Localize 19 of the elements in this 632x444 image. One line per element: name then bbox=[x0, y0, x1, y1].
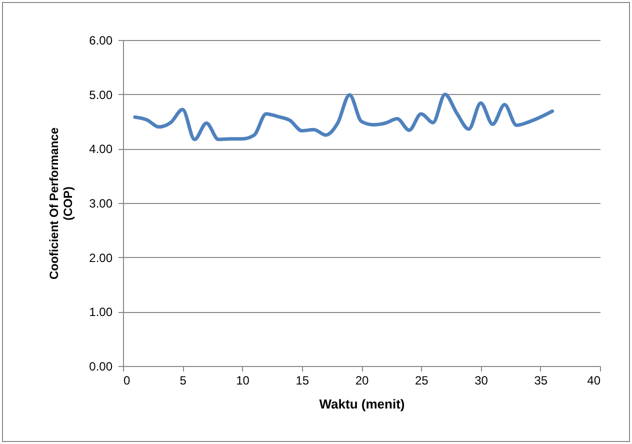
x-tick-label: 15 bbox=[296, 374, 310, 388]
x-axis-title: Waktu (menit) bbox=[319, 396, 405, 412]
x-tick-label: 10 bbox=[236, 374, 250, 388]
x-tick-label: 30 bbox=[474, 374, 488, 388]
x-tick-label: 0 bbox=[124, 374, 130, 388]
y-tick-label: 2.00 bbox=[89, 250, 113, 265]
x-tick-label: 40 bbox=[587, 374, 601, 388]
y-tick-label: 1.00 bbox=[89, 305, 113, 320]
line-series bbox=[133, 92, 554, 142]
x-tick-label: 35 bbox=[534, 374, 548, 388]
y-tick-label: 5.00 bbox=[89, 88, 113, 102]
x-tick-label: 20 bbox=[355, 374, 369, 388]
x-tick-label: 25 bbox=[414, 374, 429, 388]
y-axis-title: Cooficient Of Performance (COP) bbox=[47, 127, 76, 280]
y-tick-label: 6.00 bbox=[89, 34, 113, 48]
y-tick-label: 3.00 bbox=[89, 196, 113, 210]
y-tick-label: 0.00 bbox=[89, 360, 113, 374]
x-tick-label: 5 bbox=[180, 374, 187, 388]
y-tick-label: 4.00 bbox=[89, 142, 113, 156]
